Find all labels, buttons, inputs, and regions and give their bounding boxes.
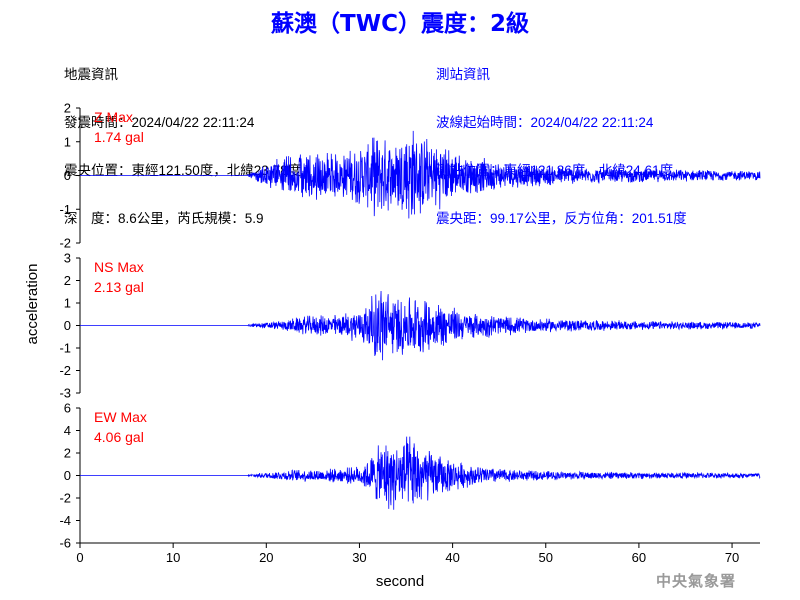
y-tick-label: -1: [59, 341, 71, 356]
y-tick-label: -6: [59, 536, 71, 551]
distance-row: 震央距：99.17公里，反方位角：201.51度: [436, 211, 687, 227]
x-axis-title: second: [376, 573, 424, 590]
distance-end: 度: [673, 211, 687, 227]
origin-time-label: 發震時間：: [64, 115, 132, 131]
distance-mid: 公里，反方位角：: [523, 211, 632, 227]
page-title: 蘇澳（TWC）震度：2級: [271, 11, 529, 37]
x-tick-label: 50: [539, 550, 553, 565]
x-tick-label: 10: [166, 550, 180, 565]
chart-panel-ew: -6 -4 -2 0 2 4 6 EW Max 4.06 gal 0 10 20 30 40 50 60 70 s…: [59, 401, 761, 590]
chart-panel-ns: -3 -2 -1 0 1 2 3 NS Max 2.13 gal: [59, 251, 761, 401]
quake-info-block: 地震資訊 發震時間：2024/04/22 22:11:24 震央位置：東經121…: [64, 35, 301, 259]
magnitude-value: 5.9: [244, 211, 264, 226]
y-tick-label: 1: [64, 296, 71, 311]
quake-info-heading: 地震資訊: [64, 67, 118, 83]
x-tick-label: 20: [259, 550, 273, 565]
chart-panel-z: -2 -1 0 1 2 Z Max 1.74 gal: [59, 101, 761, 251]
origin-time-row: 發震時間：2024/04/22 22:11:24: [64, 115, 301, 131]
max-value-ns: 2.13 gal: [94, 279, 144, 295]
y-tick-label: 0: [64, 318, 71, 333]
x-tick-label: 30: [352, 550, 366, 565]
wave-start-row: 波線起始時間：2024/04/22 22:11:24: [436, 115, 687, 131]
y-tick-label: 0: [64, 168, 71, 183]
y-tick-label: -2: [59, 363, 71, 378]
epicenter-label: 震央位置：東經: [64, 163, 159, 179]
y-tick-label: -1: [59, 202, 71, 217]
waveform-trace-z: [80, 130, 761, 219]
y-tick-label: 1: [64, 134, 71, 149]
depth-value: 8.6: [118, 211, 137, 226]
y-tick-label: 6: [64, 401, 71, 416]
station-info-heading: 測站資訊: [436, 67, 490, 83]
y-tick-label: 0: [64, 468, 71, 483]
back-azimuth-value: 201.51: [631, 211, 674, 226]
max-value-z: 1.74 gal: [94, 129, 144, 145]
y-tick-label: 2: [64, 446, 71, 461]
epicenter-mid: 度，北緯: [199, 163, 254, 179]
depth-row: 深 度：8.6公里，芮氏規模：5.9: [64, 211, 301, 227]
y-axis-title: acceleration: [24, 264, 41, 345]
depth-label: 深 度：: [64, 211, 118, 227]
distance-value: 99.17: [490, 211, 524, 226]
max-label-ns: NS Max: [94, 259, 144, 275]
waveform-trace-ns: [80, 290, 761, 361]
epicenter-lon-value: 121.50: [158, 163, 200, 178]
waveform-trace-ew: [80, 436, 761, 510]
x-tick-label: 60: [632, 550, 646, 565]
wave-start-label: 波線起始時間：: [436, 115, 531, 131]
wave-start-value: 2024/04/22 22:11:24: [530, 115, 654, 130]
x-tick-label: 40: [445, 550, 459, 565]
y-tick-label: 3: [64, 251, 71, 266]
max-label-z: Z Max: [94, 109, 133, 125]
x-tick-label: 0: [76, 550, 83, 565]
max-label-ew: EW Max: [94, 409, 147, 425]
y-tick-label: 2: [64, 101, 71, 116]
x-tick-label: 70: [725, 550, 739, 565]
max-value-ew: 4.06 gal: [94, 429, 144, 445]
distance-label: 震央距：: [436, 211, 490, 227]
y-tick-label: 4: [64, 423, 71, 438]
agency-watermark: 中央氣象署: [656, 572, 737, 590]
y-tick-label: -3: [59, 386, 71, 401]
y-tick-label: -4: [59, 513, 71, 528]
origin-time-value: 2024/04/22 22:11:24: [131, 115, 255, 130]
y-tick-label: -2: [59, 236, 71, 251]
y-tick-label: 2: [64, 273, 71, 288]
y-tick-label: -2: [59, 491, 71, 506]
depth-mid: 公里，芮氏規模：: [136, 211, 245, 227]
